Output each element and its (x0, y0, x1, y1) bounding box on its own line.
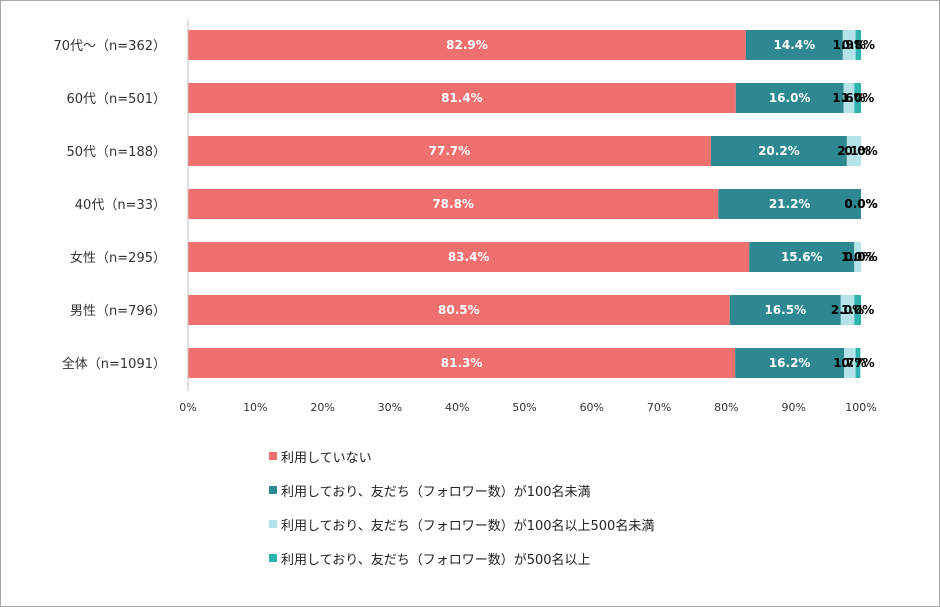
data-label: 0.7% (841, 356, 874, 370)
legend-swatch (269, 520, 277, 528)
x-tick-label: 0% (179, 401, 196, 414)
data-label: 2.0% (831, 303, 864, 317)
legend-item: 利用していない (269, 439, 654, 473)
category-label: 全体（n=1091） (62, 356, 166, 372)
bar-segment (188, 189, 719, 219)
bar-segment (844, 348, 856, 378)
bar-segment (854, 83, 861, 113)
data-label: 1.0% (841, 91, 874, 105)
bar-segment (735, 83, 844, 113)
bar-segment (842, 30, 856, 60)
data-label: 1.6% (832, 91, 865, 105)
legend-swatch (269, 452, 277, 460)
data-label: 1.0% (841, 250, 874, 264)
stacked-bar-chart: 70代～（n=362） 82.9% 14.4% 1.9%0.8% 60代（n=501） 8… (54, 19, 878, 414)
bar-segment (735, 348, 845, 378)
bar-segment (855, 30, 861, 60)
x-tick-label: 30% (378, 401, 402, 414)
x-tick-label: 90% (781, 401, 805, 414)
legend-label: 利用しており、友だち（フォロワー数）が500名以上 (281, 552, 591, 568)
legend: 利用していない 利用しており、友だち（フォロワー数）が100名未満 利用しており… (269, 439, 654, 575)
legend-item: 利用しており、友だち（フォロワー数）が500名以上 (269, 541, 654, 575)
x-tick-label: 50% (512, 401, 536, 414)
x-tick-label: 80% (714, 401, 738, 414)
data-label: 81.4% (441, 91, 483, 105)
x-tick-label: 100% (845, 401, 876, 414)
data-label: 0.0% (844, 197, 877, 211)
bar-segment (729, 295, 841, 325)
data-label: 80.5% (438, 303, 480, 317)
bar-segment (846, 136, 861, 166)
data-label: 0.0% (844, 250, 877, 264)
data-label: 14.4% (774, 38, 816, 52)
bar-segment (843, 83, 855, 113)
category-label: 70代～（n=362） (54, 39, 167, 54)
data-label: 81.3% (441, 356, 483, 370)
bar-segment (188, 242, 750, 272)
data-label: 0.0% (844, 197, 877, 211)
data-label: 16.2% (769, 356, 811, 370)
bar-segment (188, 348, 736, 378)
legend-item: 利用しており、友だち（フォロワー数）が100名以上500名未満 (269, 507, 654, 541)
x-tick-label: 10% (243, 401, 267, 414)
data-label: 1.7% (833, 356, 866, 370)
legend-swatch (269, 486, 277, 494)
data-label: 1.9% (833, 38, 866, 52)
x-tick-label: 40% (445, 401, 469, 414)
bar-segment (718, 189, 861, 219)
data-label: 2.1% (837, 144, 870, 158)
x-tick-label: 60% (580, 401, 604, 414)
x-tick-label: 20% (310, 401, 334, 414)
legend-label: 利用していない (281, 450, 372, 466)
x-tick-label: 70% (647, 401, 671, 414)
data-label: 20.2% (758, 144, 800, 158)
legend-label: 利用しており、友だち（フォロワー数）が100名未満 (281, 484, 591, 500)
data-label: 16.5% (764, 303, 806, 317)
data-label: 1.0% (841, 303, 874, 317)
bar-segment (854, 295, 861, 325)
category-label: 女性（n=295） (70, 250, 166, 266)
bar-segment (710, 136, 847, 166)
bar-segment (188, 295, 730, 325)
data-label: 83.4% (448, 250, 490, 264)
bar-segment (745, 30, 843, 60)
bar-segment (749, 242, 855, 272)
category-label: 60代（n=501） (67, 92, 167, 107)
bar-segment (188, 30, 746, 60)
data-label: 15.6% (781, 250, 823, 264)
legend-label: 利用しており、友だち（フォロワー数）が100名以上500名未満 (281, 518, 655, 534)
bar-segment (854, 242, 861, 272)
data-label: 82.9% (446, 38, 488, 52)
data-label: 16.0% (769, 91, 811, 105)
data-label: 78.8% (432, 197, 474, 211)
category-label: 40代（n=33） (75, 198, 166, 213)
legend-swatch (269, 554, 277, 562)
bar-segment (188, 83, 736, 113)
data-label: 0.8% (842, 38, 875, 52)
data-label: 21.2% (769, 197, 811, 211)
data-label: 77.7% (429, 144, 471, 158)
bar-segment (840, 295, 855, 325)
data-label: 0.0% (844, 144, 877, 158)
bar-segment (855, 348, 861, 378)
bar-segment (188, 136, 711, 166)
legend-item: 利用しており、友だち（フォロワー数）が100名未満 (269, 473, 654, 507)
category-label: 男性（n=796） (70, 304, 166, 319)
category-label: 50代（n=188） (67, 145, 167, 160)
